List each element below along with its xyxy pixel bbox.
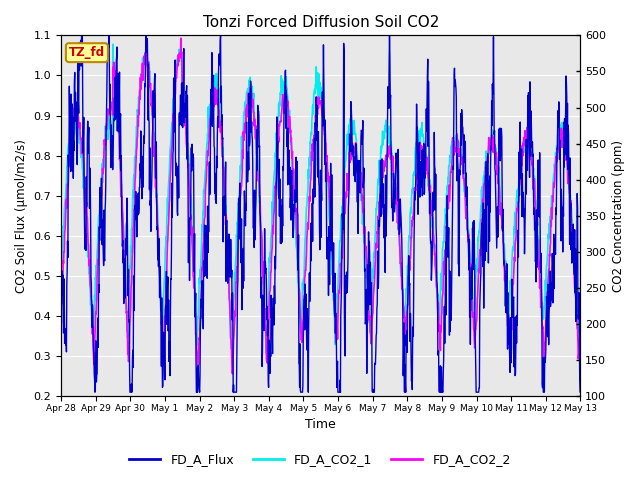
Y-axis label: CO2 Soil Flux (μmol/m2/s): CO2 Soil Flux (μmol/m2/s): [15, 139, 28, 293]
Legend: FD_A_Flux, FD_A_CO2_1, FD_A_CO2_2: FD_A_Flux, FD_A_CO2_1, FD_A_CO2_2: [124, 448, 516, 471]
Y-axis label: CO2 Concentration (ppm): CO2 Concentration (ppm): [612, 140, 625, 292]
Text: TZ_fd: TZ_fd: [69, 46, 105, 59]
X-axis label: Time: Time: [305, 419, 336, 432]
Title: Tonzi Forced Diffusion Soil CO2: Tonzi Forced Diffusion Soil CO2: [202, 15, 439, 30]
